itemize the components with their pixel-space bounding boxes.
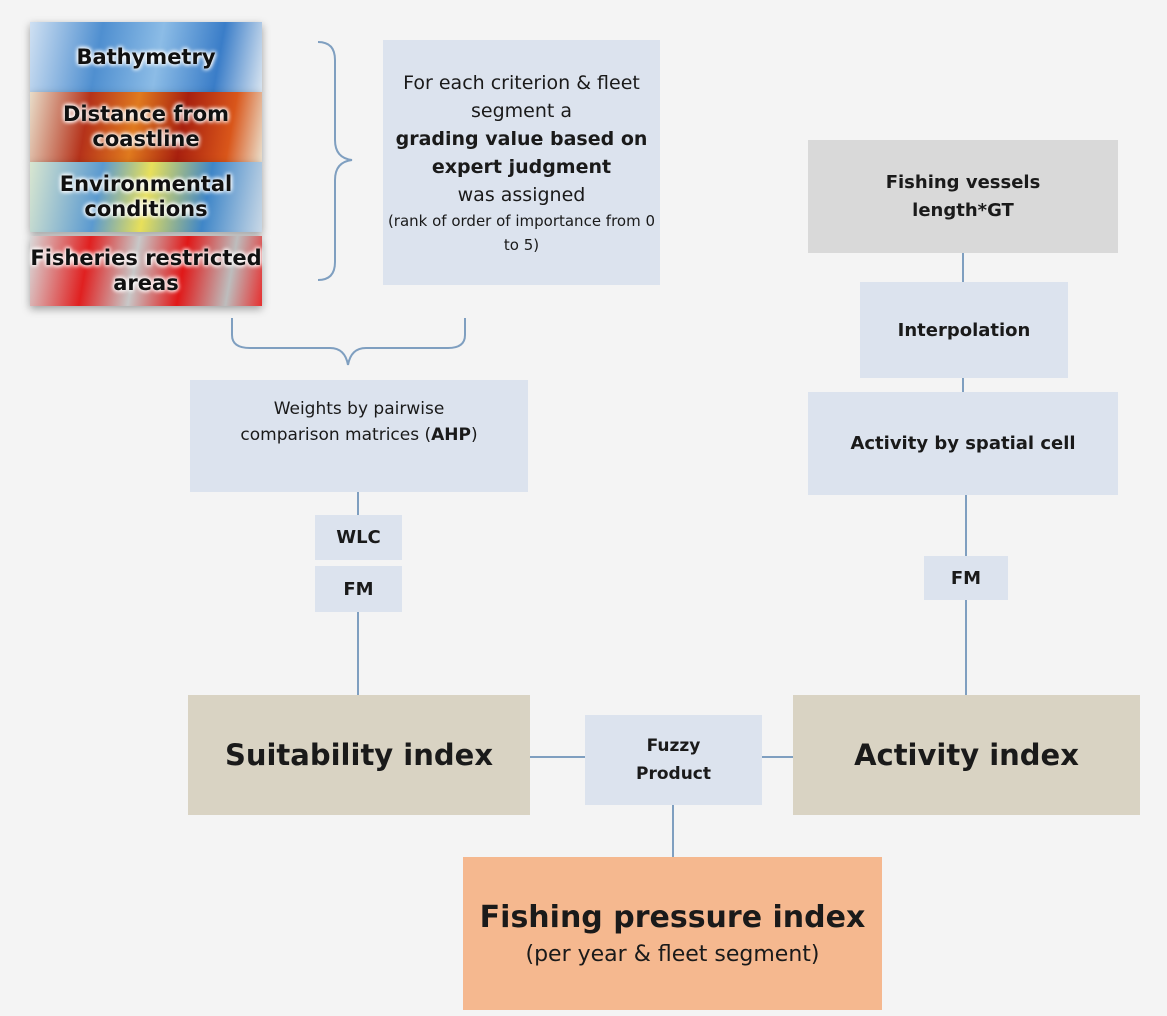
fm-box: FM (315, 566, 402, 612)
brace (232, 318, 465, 365)
grading-emphasis: grading value based on expert judgment (383, 125, 660, 181)
diagram: Bathymetry Distance from coastline Envir… (0, 0, 1167, 1016)
node-label: FM (951, 568, 981, 589)
map-label: Distance from coastline (30, 102, 262, 152)
result-subtitle: (per year & fleet segment) (526, 939, 820, 971)
map-panel: Distance from coastline (30, 92, 262, 162)
node-label: Suitability index (225, 738, 493, 772)
grading-box: For each criterion & fleet segment a gra… (383, 40, 660, 285)
node-label: WLC (336, 527, 381, 548)
node-label: Activity by spatial cell (850, 433, 1075, 454)
map-label: Fisheries restricted areas (30, 246, 262, 296)
node-label: Fishing vessels length*GT (878, 169, 1048, 225)
map-label: Bathymetry (76, 45, 215, 70)
node-label: Interpolation (898, 320, 1031, 341)
wlc-box: WLC (315, 515, 402, 560)
node-label: Fuzzy Product (625, 732, 722, 788)
map-label: Environmental conditions (30, 172, 262, 222)
weights-text: Weights by pairwise comparison matrices … (240, 399, 444, 445)
map-panel: Environmental conditions (30, 162, 262, 232)
activity-index-box: Activity index (793, 695, 1140, 815)
grading-text: For each criterion & fleet segment a (383, 69, 660, 125)
weights-box: Weights by pairwise comparison matrices … (190, 380, 528, 492)
grading-text: was assigned (458, 181, 586, 209)
weights-text: ) (471, 425, 478, 445)
vessels-box: Fishing vessels length*GT (808, 140, 1118, 253)
node-label: FM (343, 579, 373, 600)
result-box: Fishing pressure index (per year & fleet… (463, 857, 882, 1010)
suitability-box: Suitability index (188, 695, 530, 815)
node-label: Activity index (854, 738, 1079, 772)
brace (318, 42, 352, 280)
map-panel: Bathymetry (30, 22, 262, 92)
map-panel: Fisheries restricted areas (30, 236, 262, 306)
weights-emphasis: AHP (431, 425, 471, 445)
interpolation-box: Interpolation (860, 282, 1068, 378)
activity-cell-box: Activity by spatial cell (808, 392, 1118, 495)
grading-note: (rank of order of importance from 0 to 5… (383, 209, 660, 257)
result-title: Fishing pressure index (480, 897, 866, 939)
fm-box: FM (924, 556, 1008, 600)
fuzzy-box: Fuzzy Product (585, 715, 762, 805)
